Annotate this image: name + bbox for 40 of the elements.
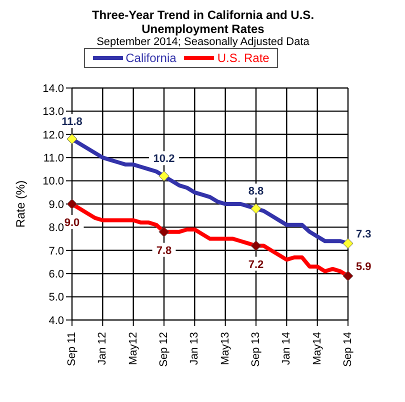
y-tick-label: 12.0 <box>42 129 64 142</box>
x-tick-label: Sep 13 <box>250 332 262 367</box>
y-tick-label: 11.0 <box>43 152 64 165</box>
y-tick-label: 8.0 <box>48 222 64 234</box>
x-tick-label: Jan 14 <box>280 332 293 366</box>
chart-subtitle: September 2014; Seasonally Adjusted Data <box>96 36 310 48</box>
y-tick-label: 13.0 <box>42 106 64 118</box>
y-tick-label: 7.0 <box>48 245 64 258</box>
point <box>342 270 354 282</box>
point <box>158 226 170 238</box>
legend-label: California <box>124 51 176 65</box>
point <box>158 170 170 182</box>
point <box>250 203 262 214</box>
x-tick-label: Sep 14 <box>342 332 354 367</box>
data-label: 9.0 <box>64 217 80 229</box>
data-label: 5.9 <box>356 260 372 273</box>
legend-label: U.S. Rate <box>216 51 270 65</box>
y-tick-label: 4.0 <box>48 314 64 327</box>
y-tick-label: 9.0 <box>48 198 64 211</box>
y-tick-label: 10.0 <box>42 176 64 188</box>
x-tick-label: Sep 11 <box>66 332 78 366</box>
data-label: 8.8 <box>248 186 264 198</box>
x-tick-label: May13 <box>219 332 232 366</box>
x-tick-label: Sep 12 <box>158 332 170 367</box>
x-tick-label: Jan 12 <box>96 332 109 366</box>
data-label: 10.2 <box>153 153 175 166</box>
y-tick-label: 5.0 <box>48 292 64 304</box>
chart-title: Three-Year Trend in California and U.S. Unemployment Rates <box>90 8 316 36</box>
x-tick-label: Jan 13 <box>188 332 201 366</box>
data-label: 11.8 <box>62 116 82 128</box>
x-tick-label: May12 <box>127 332 140 366</box>
data-label: 7.8 <box>156 244 172 257</box>
y-axis-title: Rate (%) <box>13 180 28 228</box>
point <box>250 240 262 252</box>
point <box>342 238 354 249</box>
x-tick-label: May14 <box>311 332 324 366</box>
data-label: 7.3 <box>356 228 372 240</box>
y-tick-label: 6.0 <box>48 268 64 281</box>
y-tick-label: 14.0 <box>42 82 64 95</box>
data-label: 7.2 <box>248 258 264 271</box>
